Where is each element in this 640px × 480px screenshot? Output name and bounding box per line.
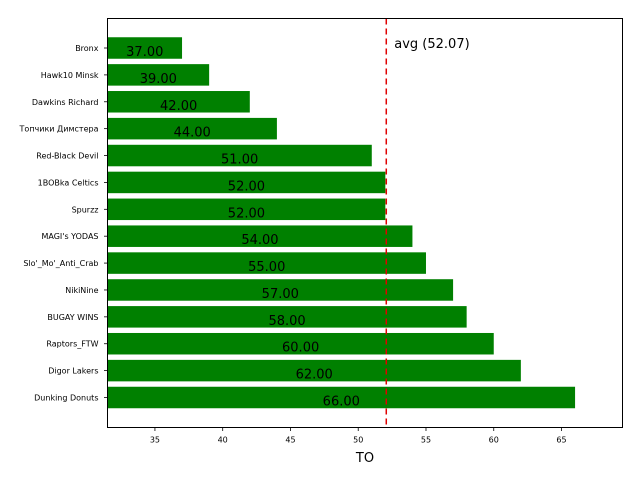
- bar-value-label: 39.00: [140, 72, 177, 87]
- bar-value-label: 57.00: [262, 287, 299, 302]
- y-axis-ticks: Bronx Hawk10 Minsk Dawkins Richard Топчики …: [19, 44, 108, 403]
- x-axis-ticks: 35 40 45 50 55 60 65: [150, 427, 567, 445]
- bar-value-label: 37.00: [126, 45, 163, 60]
- x-tick-label: 55: [421, 436, 431, 445]
- bar-value-label: 54.00: [241, 233, 278, 248]
- bar-value-label: 44.00: [174, 126, 211, 141]
- plot-frame: [107, 18, 623, 428]
- y-tick-label: Digor Lakers: [48, 367, 98, 376]
- bar-value-label: 55.00: [248, 260, 285, 275]
- x-axis-label: TO: [355, 451, 374, 466]
- y-tick-label: NikiNine: [65, 286, 98, 295]
- x-tick-label: 45: [285, 436, 295, 445]
- bar: [107, 144, 372, 167]
- bar-value-label: 66.00: [323, 395, 360, 410]
- y-tick-label: 1BOBka Celtics: [38, 178, 99, 187]
- bar: [107, 198, 386, 221]
- bar: [107, 225, 413, 247]
- bars-group: [107, 37, 576, 409]
- bar: [107, 386, 576, 409]
- y-tick-label: Топчики Димстера: [19, 125, 99, 134]
- bar-value-label: 58.00: [268, 314, 305, 329]
- bar-value-label: 51.00: [221, 153, 258, 168]
- bar-value-label: 42.00: [160, 99, 197, 114]
- bar: [107, 306, 467, 328]
- x-tick-label: 40: [218, 436, 228, 445]
- x-tick-label: 35: [150, 436, 160, 445]
- y-tick-label: Bronx: [75, 44, 99, 53]
- bar-value-label: 60.00: [282, 341, 319, 356]
- bar-value-label: 52.00: [228, 206, 265, 221]
- bar: [107, 252, 426, 274]
- x-tick-label: 50: [353, 436, 363, 445]
- value-labels-group: 37.00 39.00 42.00 44.00 51.00 52.00 52.00 54.00…: [126, 45, 360, 410]
- y-tick-label: Dawkins Richard: [32, 98, 99, 107]
- y-tick-label: Slo'_Mo'_Anti_Crab: [23, 259, 98, 268]
- bar: [107, 359, 521, 382]
- y-tick-label: Hawk10 Minsk: [41, 71, 99, 80]
- bar-value-label: 62.00: [296, 368, 333, 383]
- bar: [107, 332, 494, 355]
- y-tick-label: BUGAY WINS: [47, 313, 98, 322]
- bar: [107, 91, 250, 113]
- y-tick-label: MAGI's YODAS: [41, 232, 98, 241]
- bar: [107, 279, 454, 301]
- bar: [107, 171, 386, 194]
- bar: [107, 37, 183, 59]
- bar: [107, 64, 210, 86]
- y-tick-label: Raptors_FTW: [46, 340, 98, 349]
- y-tick-label: Red-Black Devil: [36, 152, 98, 161]
- bar: [107, 117, 277, 140]
- y-tick-label: Dunking Donuts: [34, 394, 98, 403]
- y-tick-label: Spurzz: [72, 205, 99, 214]
- bar-value-label: 52.00: [228, 179, 265, 194]
- x-tick-label: 65: [556, 436, 566, 445]
- average-label: avg (52.07): [394, 37, 469, 52]
- x-tick-label: 60: [489, 436, 499, 445]
